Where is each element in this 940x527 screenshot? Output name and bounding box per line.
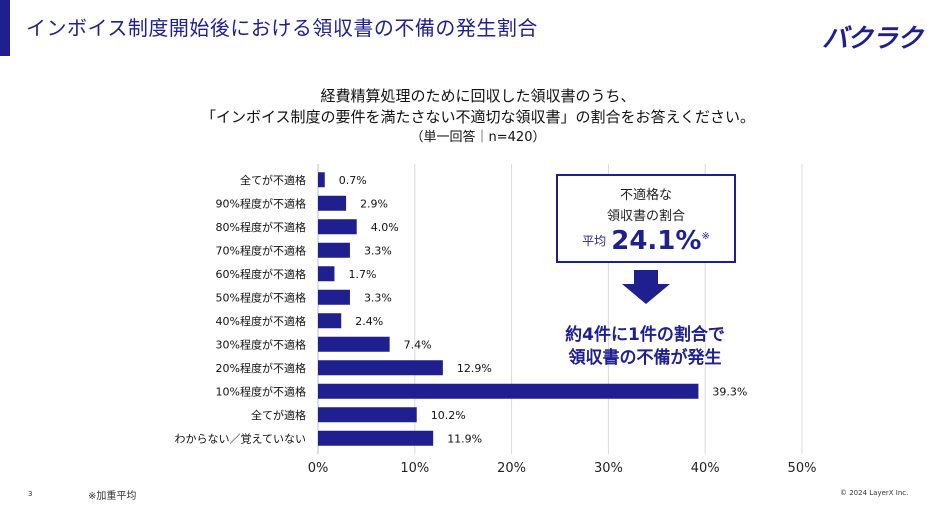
callout-line-2: 領収書の割合 xyxy=(606,209,685,224)
x-tick-label: 0% xyxy=(308,461,329,476)
question-line-1: 経費精算処理のために回収した領収書のうち、 xyxy=(320,87,636,105)
callout-average-value: 24.1% xyxy=(611,226,702,256)
question-line-2: 「インボイス制度の要件を満たさない不適切な領収書」の割合をお答えください。 xyxy=(200,108,756,126)
value-label: 7.4% xyxy=(404,338,432,351)
average-callout: 不適格な 領収書の割合 平均 24.1%※ xyxy=(556,174,736,263)
value-label: 3.3% xyxy=(364,244,392,257)
footnote: ※加重平均 xyxy=(88,491,137,502)
bar xyxy=(318,266,335,282)
value-label: 3.3% xyxy=(364,291,392,304)
accent-bar xyxy=(0,0,10,56)
x-tick-label: 10% xyxy=(400,461,429,476)
callout-average-prefix: 平均 xyxy=(582,234,607,248)
category-label: 20%程度が不適格 xyxy=(216,361,306,375)
value-label: 4.0% xyxy=(371,221,399,234)
callout-average-mark: ※ xyxy=(701,231,710,242)
bar xyxy=(318,242,350,258)
page-number: 3 xyxy=(28,490,33,498)
value-label: 10.2% xyxy=(431,409,466,422)
brand-logo: バクラク xyxy=(822,24,923,54)
category-label: 全てが不適格 xyxy=(240,173,306,187)
value-label: 2.4% xyxy=(355,315,383,328)
value-label: 0.7% xyxy=(339,174,367,187)
result-line-1: 約4件に1件の割合で xyxy=(565,325,725,345)
down-arrow-icon xyxy=(622,270,670,304)
callout-line-1: 不適格な xyxy=(619,188,672,203)
x-tick-label: 20% xyxy=(497,461,526,476)
x-tick-label: 40% xyxy=(691,461,720,476)
category-label: 30%程度が不適格 xyxy=(216,337,306,351)
category-label: わからない／覚えていない xyxy=(175,432,306,445)
result-line-2: 領収書の不備が発生 xyxy=(568,348,722,368)
bar xyxy=(318,219,357,235)
category-label: 全てが適格 xyxy=(251,408,306,422)
value-label: 11.9% xyxy=(447,432,482,445)
bar xyxy=(318,383,699,399)
bar xyxy=(318,407,417,423)
category-label: 50%程度が不適格 xyxy=(216,290,306,304)
value-label: 2.9% xyxy=(360,197,388,210)
category-label: 40%程度が不適格 xyxy=(216,314,306,328)
bar xyxy=(318,336,390,352)
x-tick-label: 50% xyxy=(788,461,817,476)
bar xyxy=(318,195,347,211)
value-label: 1.7% xyxy=(348,268,376,281)
bar xyxy=(318,172,325,188)
value-label: 39.3% xyxy=(712,385,747,398)
question-line-3: （単一回答｜n=420） xyxy=(410,130,546,145)
bar xyxy=(318,313,342,329)
category-label: 10%程度が不適格 xyxy=(216,384,306,398)
bar xyxy=(318,430,434,446)
category-label: 70%程度が不適格 xyxy=(216,243,306,257)
x-tick-label: 30% xyxy=(594,461,623,476)
bar xyxy=(318,360,443,376)
slide-title: インボイス制度開始後における領収書の不備の発生割合 xyxy=(26,16,538,40)
category-label: 90%程度が不適格 xyxy=(216,196,306,210)
copyright: © 2024 LayerX Inc. xyxy=(840,489,909,497)
category-label: 80%程度が不適格 xyxy=(216,220,306,234)
bar xyxy=(318,289,350,305)
category-label: 60%程度が不適格 xyxy=(216,267,306,281)
value-label: 12.9% xyxy=(457,362,492,375)
callout-average: 平均 24.1%※ xyxy=(558,226,734,256)
